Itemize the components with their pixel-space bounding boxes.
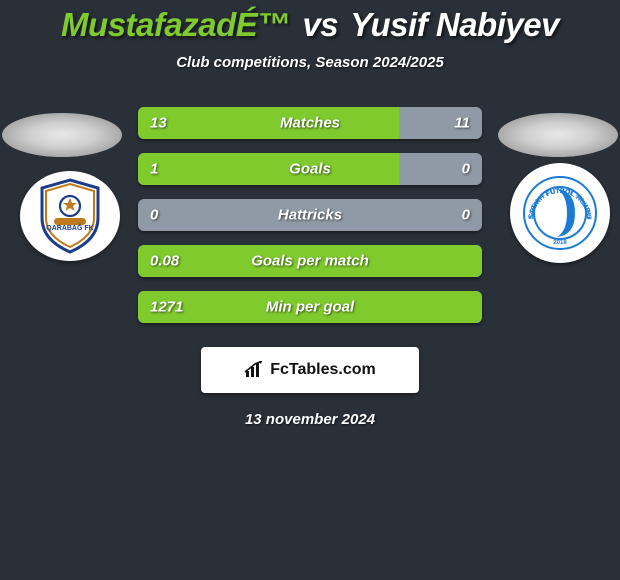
stat-fill-left <box>138 245 482 277</box>
player2-club-logo: SABAH FUTBOL KLUBU SABAH · FUTBOL · KLUB… <box>510 163 610 263</box>
comparison-stage: QARABAĞ FK SABAH FUTBOL KLUBU <box>0 107 620 337</box>
player2-avatar <box>498 113 618 157</box>
player1-club-logo: QARABAĞ FK <box>20 171 120 261</box>
player1-name: MustafazadÉ™ <box>61 6 290 43</box>
vs-text: vs <box>302 6 338 43</box>
stat-fill-left <box>138 291 482 323</box>
stat-label: Hattricks <box>138 207 482 224</box>
stat-value-right: 0 <box>462 161 470 178</box>
stat-bar: 0.08Goals per match <box>138 245 482 277</box>
svg-text:QARABAĞ FK: QARABAĞ FK <box>46 223 93 232</box>
stat-value-left: 0.08 <box>150 253 179 270</box>
qarabag-logo-icon: QARABAĞ FK <box>20 171 120 261</box>
stat-value-left: 13 <box>150 115 167 132</box>
date-text: 13 november 2024 <box>245 411 375 428</box>
stat-bar: 10Goals <box>138 153 482 185</box>
stat-value-right: 0 <box>462 207 470 224</box>
svg-text:2018: 2018 <box>553 240 567 246</box>
comparison-card: MustafazadÉ™ vs Yusif Nabiyev Club compe… <box>0 0 620 428</box>
brand-chart-icon <box>244 361 264 379</box>
subtitle: Club competitions, Season 2024/2025 <box>176 54 444 71</box>
player1-avatar <box>2 113 122 157</box>
stat-value-right: 11 <box>454 115 470 132</box>
brand-box[interactable]: FcTables.com <box>201 347 419 393</box>
stat-fill-left <box>138 153 399 185</box>
stat-value-left: 1 <box>150 161 158 178</box>
stat-bar: 0 0Hattricks <box>138 199 482 231</box>
sabah-logo-icon: SABAH FUTBOL KLUBU SABAH · FUTBOL · KLUB… <box>510 163 610 263</box>
stat-value-left: 0 <box>150 207 158 224</box>
stat-value-left: 1271 <box>150 299 183 316</box>
stat-bars: 1311Matches10Goals00Hattricks0.08Goals p… <box>138 107 482 323</box>
stat-fill-left <box>138 107 399 139</box>
stat-bar: 1271Min per goal <box>138 291 482 323</box>
player2-name: Yusif Nabiyev <box>350 6 559 43</box>
brand-text: FcTables.com <box>270 361 376 379</box>
stat-bar: 1311Matches <box>138 107 482 139</box>
comparison-title: MustafazadÉ™ vs Yusif Nabiyev <box>61 6 559 44</box>
